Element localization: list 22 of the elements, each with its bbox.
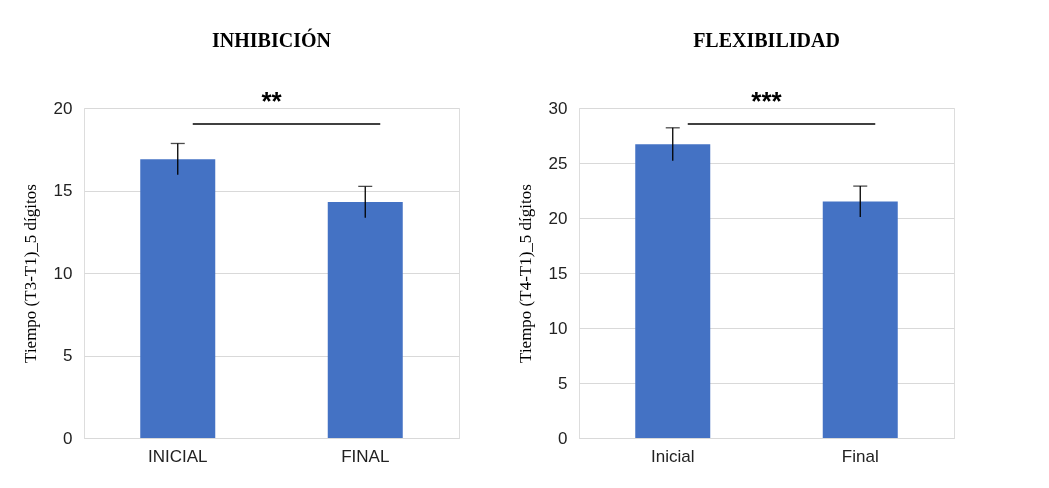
y-tick-label: 10 [53, 263, 73, 283]
y-tick-label: 15 [53, 181, 73, 200]
y-tick-label: 0 [63, 428, 73, 448]
y-tick-label: 30 [548, 98, 568, 118]
chart-title: INHIBICIÓN [212, 28, 332, 51]
x-tick-label: FINAL [341, 446, 390, 466]
annotation: *** [751, 86, 783, 116]
y-tick-label: 0 [558, 428, 568, 448]
y-tick-label: 20 [53, 98, 73, 118]
y-tick-label: 20 [548, 208, 568, 228]
x-tick-label: Inicial [651, 446, 695, 466]
x-tick-label: Final [841, 446, 879, 466]
y-tick-label: 10 [548, 318, 568, 338]
y-axis-title: Tiempo (T4-T1)_5 dígitos [515, 184, 535, 363]
y-axis-title: Tiempo (T3-T1)_5 dígitos [20, 184, 40, 363]
y-tick-label: 25 [548, 153, 568, 173]
x-tick-label: INICIAL [147, 446, 208, 466]
y-tick-label: 15 [548, 263, 568, 283]
chart-title: FLEXIBILIDAD [693, 29, 840, 51]
annotation: ** [261, 86, 283, 116]
y-tick-label: 5 [558, 373, 568, 393]
y-tick-label: 5 [63, 346, 73, 365]
